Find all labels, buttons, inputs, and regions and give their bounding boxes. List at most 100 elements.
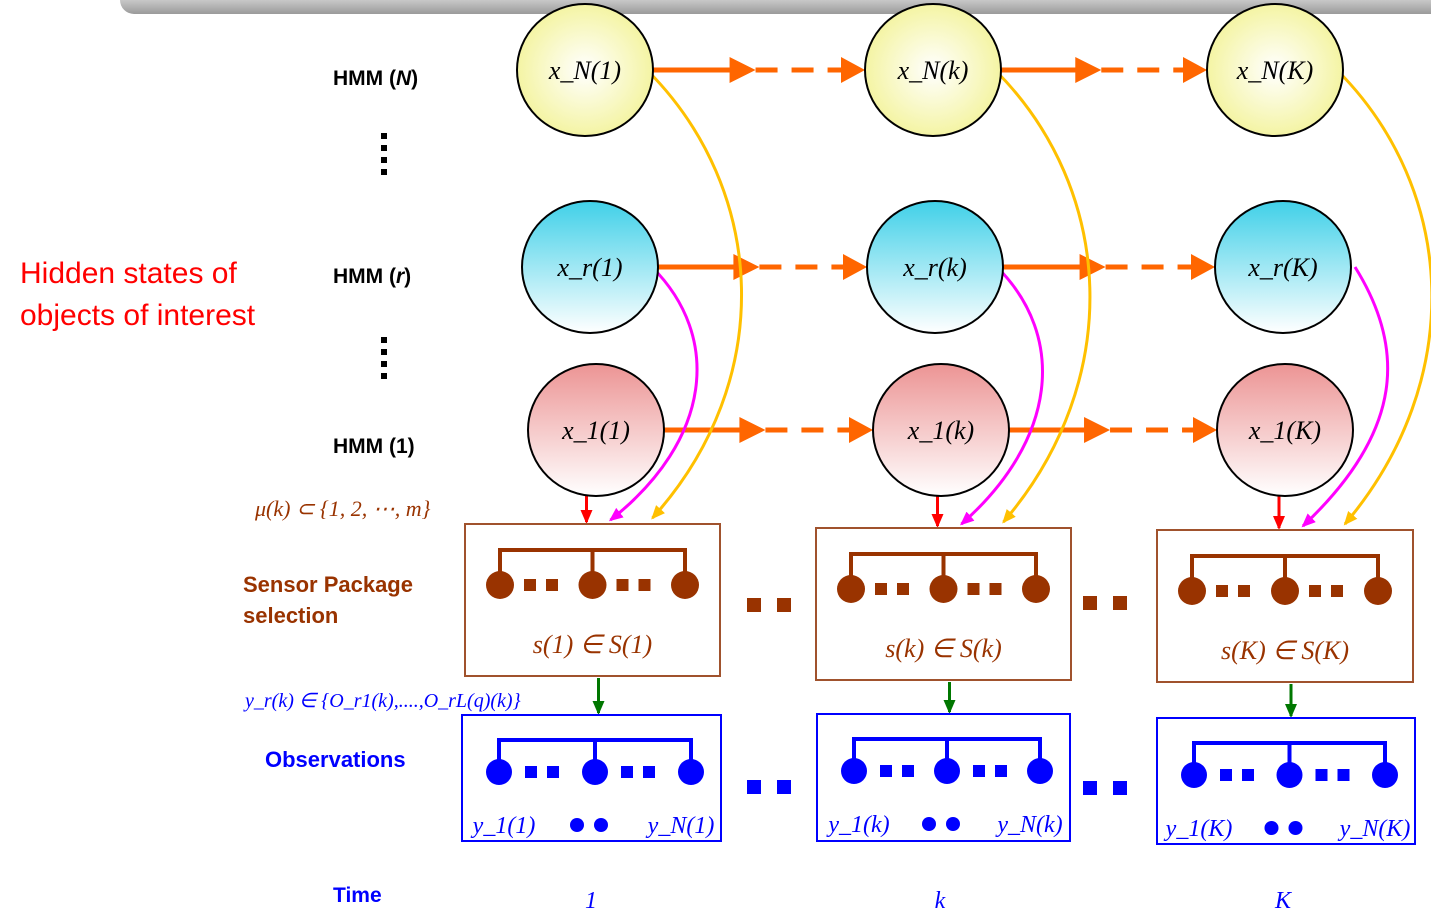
observation-dot	[1181, 762, 1207, 788]
state-node-label: x_N(1)	[548, 56, 621, 85]
time-tick-label: K	[1274, 888, 1293, 914]
observation-ellipsis-square	[880, 765, 892, 777]
transition-arrow-head	[729, 57, 756, 83]
observation-dot	[841, 758, 867, 784]
observation-mid-dot	[1264, 821, 1279, 835]
transition-arrow-head	[739, 417, 766, 443]
sensor-dot	[929, 575, 958, 603]
sensor-package-label-line1: Sensor Package	[243, 572, 413, 597]
transition-arrow-head	[733, 254, 760, 280]
state-node-label: x_r(K)	[1247, 253, 1317, 282]
observation-ellipsis-square	[525, 766, 537, 778]
transition-arrow-head	[1183, 57, 1207, 83]
observation-mid-dot	[922, 817, 936, 831]
window-top-bar	[120, 0, 1431, 14]
transition-arrow-head	[1075, 57, 1102, 83]
magenta-emission-arrow	[1301, 266, 1390, 528]
observation-mid-dot	[594, 818, 608, 832]
observation-mid-dot	[946, 817, 960, 831]
sensor-selection-text: s(1) ∈ S(1)	[533, 630, 652, 659]
transition-arrow-head	[1193, 417, 1217, 443]
observation-dot	[1027, 758, 1053, 784]
hidden-states-label-line1: Hidden states of	[20, 257, 237, 290]
column-ellipsis-square	[1083, 781, 1097, 795]
sensor-ellipsis-square	[616, 579, 629, 591]
gold-emission-arrow	[1335, 68, 1431, 526]
sensor-dot	[486, 571, 514, 599]
state-node-N-3	[1206, 3, 1344, 137]
observation-ellipsis-square	[1337, 769, 1350, 781]
sensor-ellipsis-square	[1331, 585, 1343, 597]
state-node-one-1	[527, 363, 665, 497]
y-r-formula: y_r(k) ∈ {O_r1(k),....,O_rL(q)(k)}	[243, 690, 521, 712]
state-node-label: x_r(k)	[902, 253, 967, 282]
observation-ellipsis-square	[1220, 769, 1232, 781]
observation-dot	[934, 758, 960, 784]
sensor-ellipsis-square	[1309, 585, 1321, 597]
observation-dot	[1276, 762, 1303, 788]
state-node-N-2	[864, 3, 1002, 137]
observation-dot	[1372, 762, 1398, 788]
magenta-emission-arrow	[959, 265, 1044, 526]
hmm-n-label: HMM (N)	[333, 67, 418, 90]
time-label: Time	[333, 884, 382, 907]
sensor-ellipsis-square	[967, 583, 980, 595]
column-ellipsis-square	[1113, 781, 1127, 795]
observation-ellipsis-square	[973, 765, 985, 777]
observation-left-text: y_1(K)	[1164, 816, 1233, 842]
transition-arrow-head	[1079, 254, 1106, 280]
observation-right-text: y_N(1)	[646, 813, 715, 839]
observation-ellipsis-square	[621, 766, 633, 778]
hmm-r-label: HMM (r)	[333, 265, 411, 288]
observation-dot	[678, 759, 704, 785]
column-ellipsis-square	[777, 598, 791, 612]
observation-ellipsis-square	[643, 766, 655, 778]
column-ellipsis-square	[747, 598, 761, 612]
sensor-dot	[1022, 575, 1050, 603]
gold-emission-arrow	[645, 68, 743, 520]
gold-emission-arrow	[993, 68, 1092, 524]
vertical-ellipsis-top	[381, 133, 387, 175]
transition-arrow-head	[841, 57, 865, 83]
magenta-emission-arrow	[608, 265, 699, 522]
transition-arrow-head	[1084, 417, 1111, 443]
observation-ellipsis-square	[547, 766, 559, 778]
observation-ellipsis-square	[1242, 769, 1254, 781]
state-node-r-1	[521, 200, 659, 334]
observation-left-text: y_1(k)	[826, 812, 889, 838]
state-node-label: x_1(K)	[1248, 416, 1321, 445]
column-ellipsis-square	[1083, 596, 1097, 610]
sensor-dot	[1178, 577, 1206, 605]
sensor-ellipsis-square	[638, 579, 651, 591]
sensor-ellipsis-square	[1216, 585, 1228, 597]
time-tick-label: 1	[585, 888, 597, 914]
sensor-dot	[1271, 577, 1299, 605]
state-node-one-2	[872, 363, 1010, 497]
sensor-ellipsis-square	[989, 583, 1002, 595]
sensor-selection-text: s(K) ∈ S(K)	[1221, 636, 1349, 665]
sensor-dot	[837, 575, 865, 603]
sensor-ellipsis-square	[524, 579, 536, 591]
observation-right-text: y_N(k)	[995, 812, 1062, 838]
time-tick-label: k	[935, 888, 946, 914]
observation-left-text: y_1(1)	[471, 813, 536, 839]
observation-mid-dot	[1288, 821, 1303, 835]
state-node-N-1	[516, 3, 654, 137]
state-node-label: x_N(K)	[1236, 56, 1314, 85]
column-ellipsis-square	[747, 780, 761, 794]
state-node-label: x_1(1)	[561, 416, 630, 445]
sensor-ellipsis-square	[875, 583, 887, 595]
sensor-package-label-line2: selection	[243, 603, 338, 628]
mu-formula: μ(k) ⊂ {1, 2, ⋯, m}	[254, 496, 431, 521]
state-node-label: x_1(k)	[907, 416, 974, 445]
observation-dot	[486, 759, 512, 785]
sensor-dot	[1364, 577, 1392, 605]
column-ellipsis-square	[1113, 596, 1127, 610]
sensor-ellipsis-square	[897, 583, 909, 595]
observation-ellipsis-square	[995, 765, 1007, 777]
state-node-label: x_N(k)	[897, 56, 969, 85]
hidden-states-label-line2: objects of interest	[20, 299, 256, 332]
sensor-ellipsis-square	[546, 579, 558, 591]
state-node-r-3	[1214, 200, 1352, 334]
observation-ellipsis-square	[902, 765, 914, 777]
